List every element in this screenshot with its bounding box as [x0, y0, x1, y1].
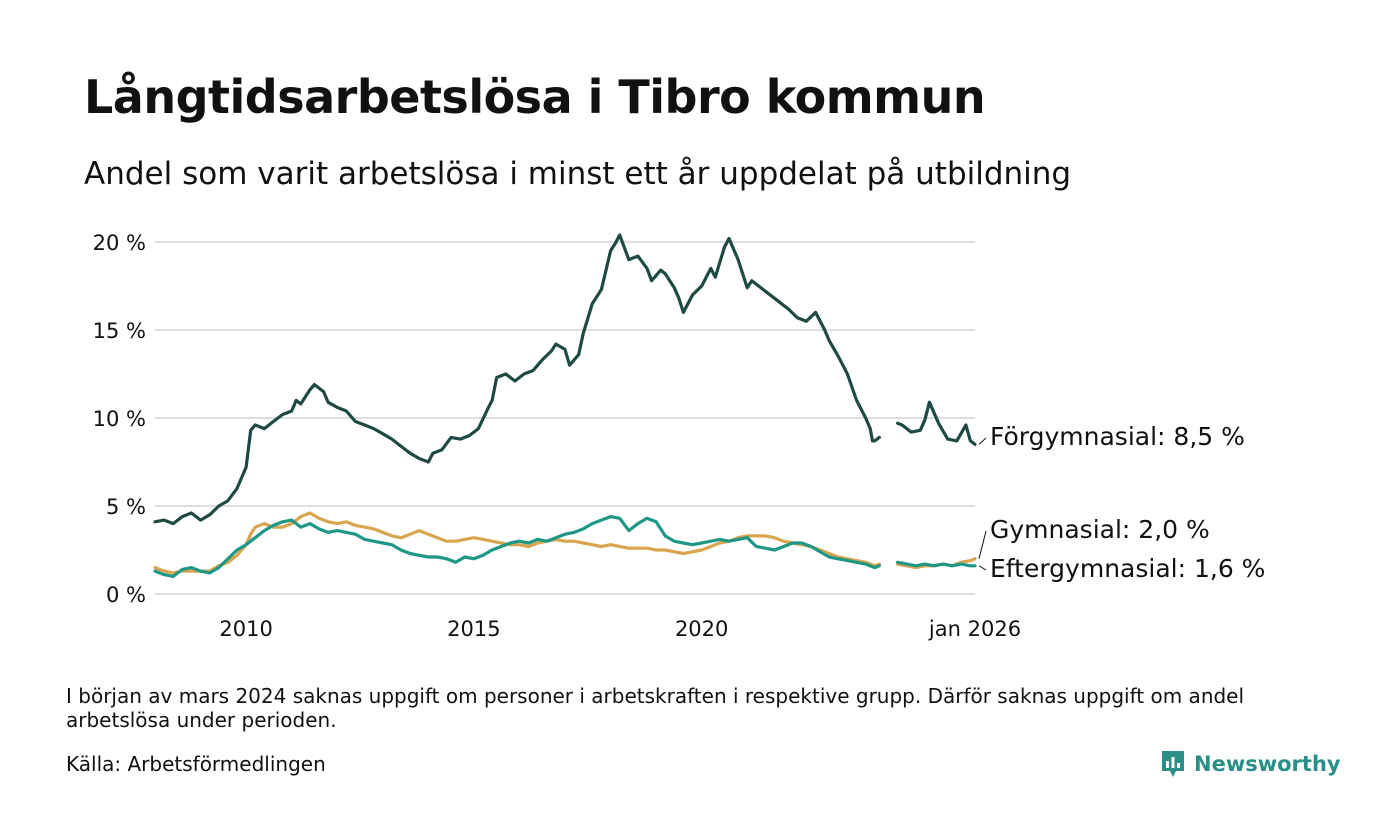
brand-name: Newsworthy — [1194, 752, 1341, 776]
series-label-gymnasial: Gymnasial: 2,0 % — [990, 515, 1210, 544]
newsworthy-logo-icon — [1162, 751, 1184, 777]
series-line-forgymnasial[interactable] — [153, 233, 977, 526]
y-axis-ticks: 0 % 5 % 10 % 15 % 20 % — [93, 231, 146, 607]
line-chart: 0 %5 %10 %15 %20 % 2010 2015 2020 jan 2026 … — [93, 231, 1266, 641]
y-tick-label: 10 % — [93, 407, 146, 431]
source-note: Källa: Arbetsförmedlingen — [66, 752, 326, 776]
label-leader-forgymnasial — [978, 437, 987, 445]
x-tick-label: 2015 — [447, 617, 500, 641]
series-lines — [153, 233, 977, 578]
y-tick-label: 5 % — [106, 495, 146, 519]
x-tick-label: 2010 — [219, 617, 272, 641]
chart-title: Långtidsarbetslösa i Tibro kommun — [84, 70, 986, 124]
footnote: I början av mars 2024 saknas uppgift om … — [66, 684, 1245, 732]
series-label-forgymnasial: Förgymnasial: 8,5 % — [990, 422, 1245, 451]
series-line-eftergymnasial[interactable] — [153, 515, 977, 578]
x-axis-ticks: 2010 2015 2020 jan 2026 — [219, 617, 1021, 641]
gridlines — [155, 241, 975, 595]
y-tick-label: 0 % — [106, 583, 146, 607]
chart-subtitle: Andel som varit arbetslösa i minst ett å… — [84, 156, 1072, 192]
x-tick-label: jan 2026 — [928, 617, 1021, 641]
x-tick-label: 2020 — [675, 617, 728, 641]
brand-logo[interactable]: Newsworthy — [1160, 748, 1341, 780]
label-leader-eftergymnasial — [978, 565, 987, 571]
series-label-eftergymnasial: Eftergymnasial: 1,6 % — [990, 554, 1265, 583]
series-end-labels: Förgymnasial: 8,5 % Gymnasial: 2,0 % Efter… — [978, 422, 1265, 583]
y-tick-label: 20 % — [93, 231, 146, 255]
y-tick-label: 15 % — [93, 319, 146, 343]
label-leader-gymnasial — [978, 530, 987, 559]
